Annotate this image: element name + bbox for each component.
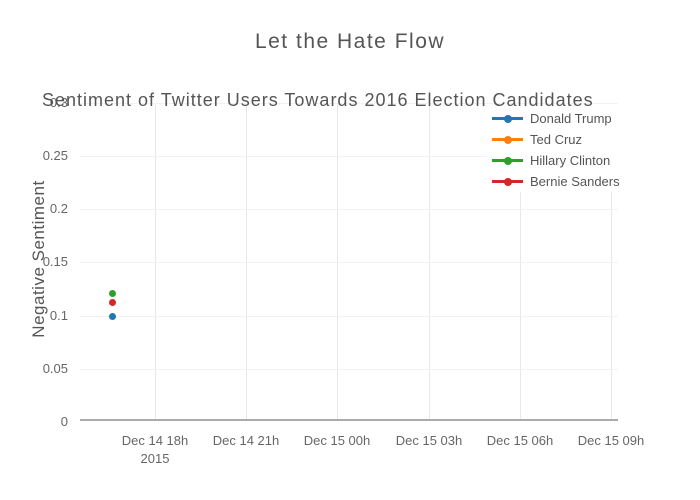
gridline-horizontal: [80, 103, 618, 104]
gridline-vertical: [520, 103, 521, 420]
y-tick-label: 0.05: [42, 361, 68, 376]
y-tick-label: 0: [60, 414, 68, 429]
x-tick-label: Dec 15 00h: [303, 433, 371, 448]
x-tick-label: Dec 14 18h: [121, 433, 189, 448]
legend-item-donald-trump[interactable]: Donald Trump: [487, 108, 612, 129]
legend: Donald Trump Ted Cruz Hillary Clinton Berni…: [487, 104, 645, 192]
legend-marker-icon: [492, 156, 523, 165]
gridline-horizontal: [80, 262, 618, 263]
legend-item-label: Bernie Sanders: [530, 174, 620, 189]
gridline-vertical: [155, 103, 156, 420]
gridline-horizontal: [80, 316, 618, 317]
y-tick-label: 0.25: [42, 148, 68, 163]
data-point-donald-trump[interactable]: [108, 313, 116, 321]
gridline-vertical: [611, 103, 612, 420]
legend-item-label: Hillary Clinton: [530, 153, 611, 168]
legend-item-label: Donald Trump: [530, 111, 612, 126]
x-tick-label: Dec 14 21h: [212, 433, 280, 448]
chart-title: Sentiment of Twitter Users Towards 2016 …: [42, 90, 594, 110]
x-tick-sublabel: 2015: [140, 451, 170, 466]
legend-dot-icon: [504, 115, 512, 123]
legend-marker-icon: [492, 114, 523, 123]
gridline-vertical: [429, 103, 430, 420]
legend-marker-icon: [492, 177, 523, 186]
legend-item-ted-cruz[interactable]: Ted Cruz: [487, 129, 582, 150]
legend-dot-icon: [504, 136, 512, 144]
y-tick-label: 0.3: [49, 95, 68, 110]
y-axis-title: Negative Sentiment: [29, 180, 48, 338]
data-point-bernie-sanders[interactable]: [108, 299, 116, 307]
gridline-vertical: [246, 103, 247, 420]
x-tick-label: Dec 15 03h: [395, 433, 463, 448]
y-tick-label: 0.1: [49, 308, 68, 323]
legend-item-label: Ted Cruz: [530, 132, 583, 147]
gridline-horizontal: [80, 209, 618, 210]
x-tick-label: Dec 15 06h: [486, 433, 554, 448]
legend-marker-icon: [492, 135, 523, 144]
legend-dot-icon: [504, 157, 512, 165]
gridline-vertical: [337, 103, 338, 420]
legend-item-bernie-sanders[interactable]: Bernie Sanders: [487, 171, 620, 192]
x-tick-label: Dec 15 09h: [577, 433, 645, 448]
y-tick-label: 0.2: [49, 201, 68, 216]
legend-dot-icon: [504, 178, 512, 186]
page-title: Let the Hate Flow: [254, 30, 446, 53]
legend-item-hillary-clinton[interactable]: Hillary Clinton: [487, 150, 610, 171]
x-axis-line: [80, 419, 618, 421]
gridline-horizontal: [80, 369, 618, 370]
data-point-hillary-clinton[interactable]: [108, 289, 116, 297]
gridline-horizontal: [80, 156, 618, 157]
y-tick-label: 0.15: [42, 254, 68, 269]
